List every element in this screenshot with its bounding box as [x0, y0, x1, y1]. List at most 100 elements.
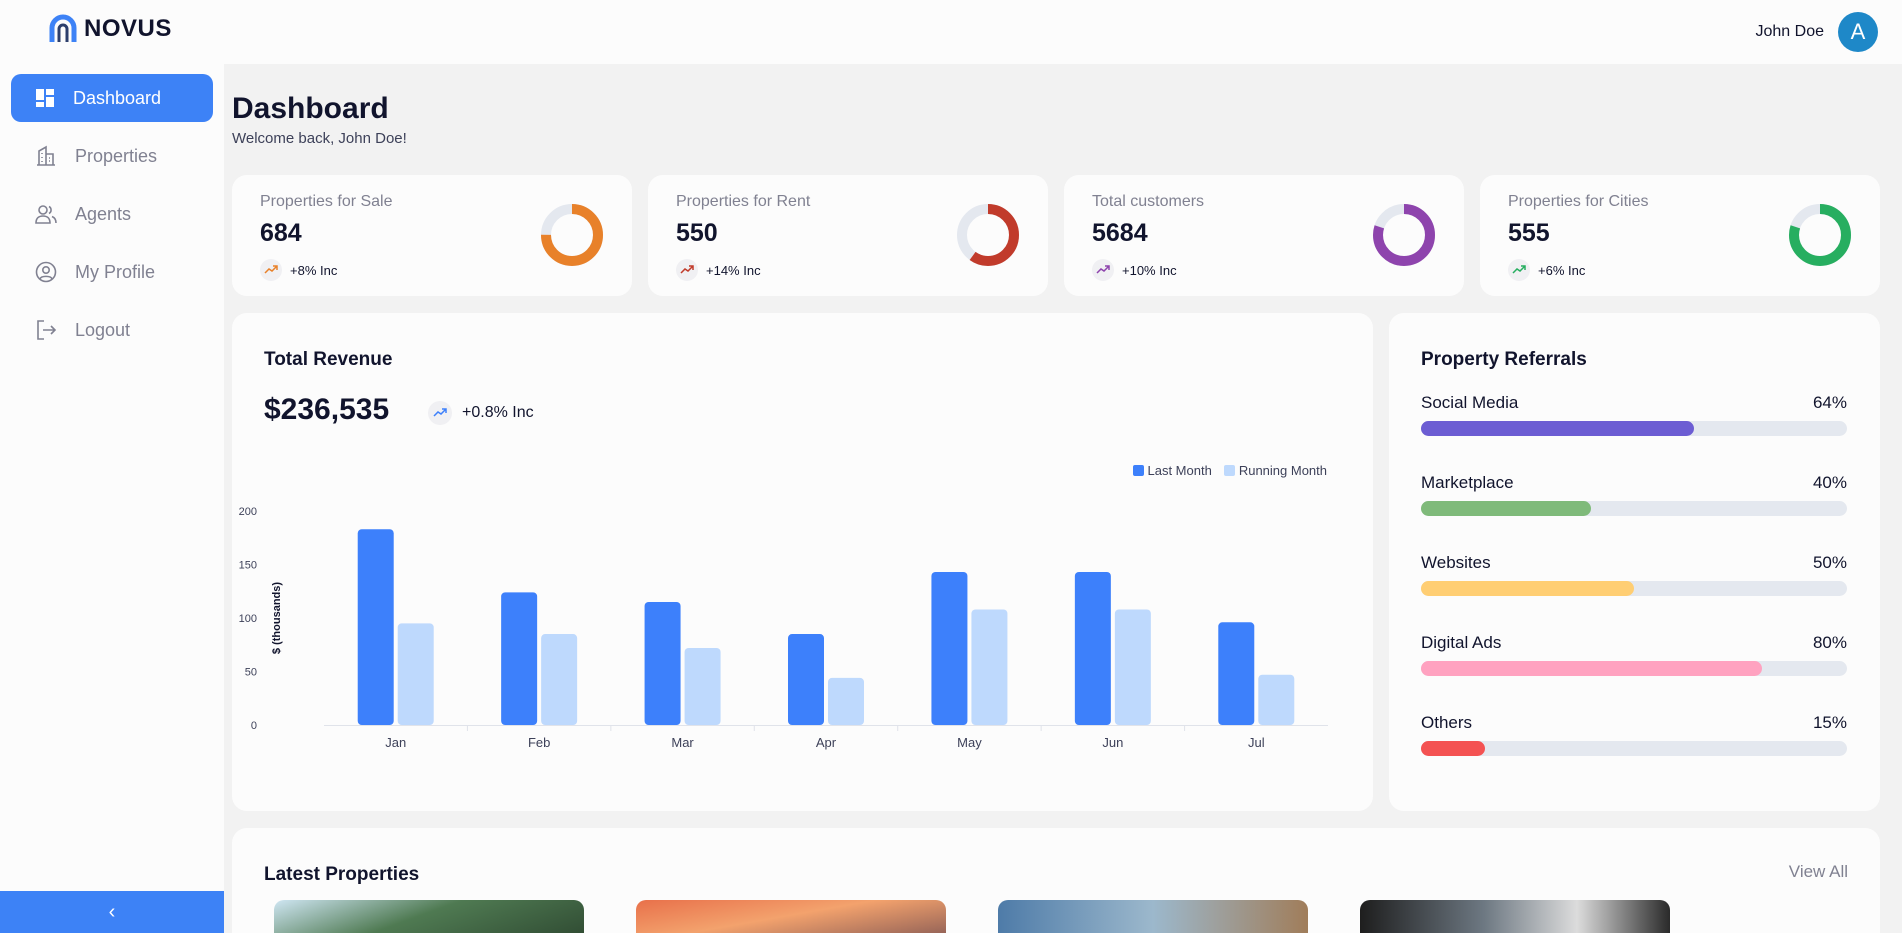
x-tick-label: Jan — [385, 735, 406, 750]
legend-item-running-month[interactable]: Running Month — [1223, 463, 1327, 478]
revenue-bar-chart: 0 50 100 150 200 $ (thousands) Jan Feb Mar Apr May… — [239, 506, 1328, 750]
referral-percent: 40% — [1812, 473, 1847, 492]
bar-last-month — [1074, 571, 1111, 725]
trend-up-icon — [1508, 259, 1530, 281]
referral-label: Social Media — [1421, 393, 1519, 412]
stat-title: Total customers — [1092, 193, 1205, 210]
latest-properties-card: Latest Properties View All — [232, 828, 1880, 933]
user-menu[interactable]: John Doe A — [1756, 12, 1878, 52]
y-tick-label: 0 — [251, 720, 257, 732]
stat-card-customers: Total customers 5684 +10% Inc — [1064, 175, 1464, 296]
stat-card-rent: Properties for Rent 550 +14% Inc — [648, 175, 1048, 296]
property-image[interactable] — [636, 900, 946, 933]
page-subtitle: Welcome back, John Doe! — [232, 130, 407, 147]
logout-icon — [37, 320, 57, 340]
referral-percent: 80% — [1812, 633, 1847, 652]
bar-last-month — [931, 571, 968, 725]
referral-row-others: Others 15% — [1421, 713, 1847, 756]
referral-bar — [1421, 501, 1592, 516]
trend-up-icon — [1092, 259, 1114, 281]
referral-bar — [1421, 581, 1634, 596]
stat-value: 555 — [1508, 219, 1550, 247]
stat-trend: +6% Inc — [1508, 259, 1585, 281]
donut-chart — [541, 204, 603, 266]
trend-up-icon — [428, 401, 452, 425]
x-tick-label: Jun — [1102, 735, 1123, 750]
revenue-card: Total Revenue $236,535 +0.8% Inc Last Mo… — [232, 313, 1373, 811]
sidebar-item-label: My Profile — [75, 261, 156, 282]
x-tick-label: Feb — [528, 735, 550, 750]
sidebar-item-my-profile[interactable]: My Profile — [11, 248, 213, 296]
referral-row-marketplace: Marketplace 40% — [1421, 473, 1847, 516]
legend-label: Running Month — [1238, 463, 1327, 478]
referral-track — [1421, 421, 1847, 436]
sidebar-item-agents[interactable]: Agents — [11, 190, 213, 238]
donut-chart — [957, 204, 1019, 266]
referral-percent: 50% — [1812, 553, 1847, 572]
revenue-trend: +0.8% Inc — [428, 401, 534, 425]
donut-chart — [1789, 204, 1851, 266]
y-tick-label: 100 — [239, 613, 257, 625]
dashboard-icon — [36, 89, 54, 107]
trend-label: +8% Inc — [290, 262, 338, 278]
legend-label: Last Month — [1147, 463, 1212, 478]
revenue-value: $236,535 — [264, 393, 390, 426]
avatar[interactable]: A — [1838, 12, 1878, 52]
logo[interactable]: NOVUS — [48, 14, 172, 44]
referral-label: Marketplace — [1421, 473, 1514, 492]
logo-icon — [49, 14, 77, 42]
referral-percent: 15% — [1812, 713, 1847, 732]
sidebar-item-label: Logout — [75, 319, 131, 340]
trend-label: +10% Inc — [1122, 262, 1177, 278]
stat-value: 684 — [260, 219, 302, 247]
stat-value: 5684 — [1092, 219, 1148, 247]
sidebar-item-dashboard[interactable]: Dashboard — [11, 74, 213, 122]
user-circle-icon — [35, 261, 57, 283]
people-icon — [35, 205, 57, 224]
latest-properties-title: Latest Properties — [264, 864, 420, 885]
bar-running-month — [397, 623, 434, 725]
building-icon — [37, 145, 55, 166]
chevron-left-icon: ‹ — [108, 900, 116, 923]
referral-row-digital-ads: Digital Ads 80% — [1421, 633, 1847, 676]
page-title: Dashboard — [232, 92, 389, 125]
legend-swatch — [1132, 465, 1144, 476]
bar-last-month — [788, 634, 824, 725]
sidebar-collapse-button[interactable]: ‹ — [0, 891, 224, 933]
y-tick-label: 50 — [245, 667, 257, 679]
referrals-title: Property Referrals — [1421, 349, 1587, 370]
referral-bar — [1421, 661, 1762, 676]
sidebar-item-logout[interactable]: Logout — [11, 306, 213, 354]
stat-trend: +14% Inc — [676, 259, 761, 281]
trend-up-icon — [260, 259, 282, 281]
y-tick-label: 150 — [239, 560, 257, 572]
property-image[interactable] — [998, 900, 1308, 933]
referral-track — [1421, 581, 1847, 596]
property-image[interactable] — [274, 900, 584, 933]
referral-bar — [1421, 741, 1485, 756]
legend-swatch — [1223, 465, 1235, 476]
trend-label: +6% Inc — [1538, 262, 1586, 278]
referral-track — [1421, 741, 1847, 756]
stat-card-sale: Properties for Sale 684 +8% Inc — [232, 175, 632, 296]
view-all-link[interactable]: View All — [1788, 862, 1848, 881]
bar-running-month — [1114, 609, 1151, 725]
stat-trend: +8% Inc — [260, 259, 337, 281]
property-image[interactable] — [1360, 900, 1670, 933]
donut-arc — [957, 204, 1019, 266]
referral-bar — [1421, 421, 1694, 436]
referral-label: Digital Ads — [1421, 633, 1502, 652]
stat-value: 550 — [676, 219, 718, 247]
revenue-title: Total Revenue — [264, 349, 393, 370]
legend-item-last-month[interactable]: Last Month — [1132, 463, 1212, 478]
sidebar-item-properties[interactable]: Properties — [11, 132, 213, 180]
sidebar: Dashboard Properties Agents My Profile L… — [0, 64, 224, 933]
y-axis-label: $ (thousands) — [271, 582, 283, 654]
sidebar-item-label: Agents — [75, 203, 132, 224]
stat-title: Properties for Cities — [1508, 193, 1649, 210]
stat-title: Properties for Rent — [676, 193, 811, 210]
referral-label: Websites — [1421, 553, 1491, 572]
sidebar-item-label: Properties — [75, 145, 158, 166]
donut-chart — [1373, 204, 1435, 266]
trend-up-icon — [676, 259, 698, 281]
